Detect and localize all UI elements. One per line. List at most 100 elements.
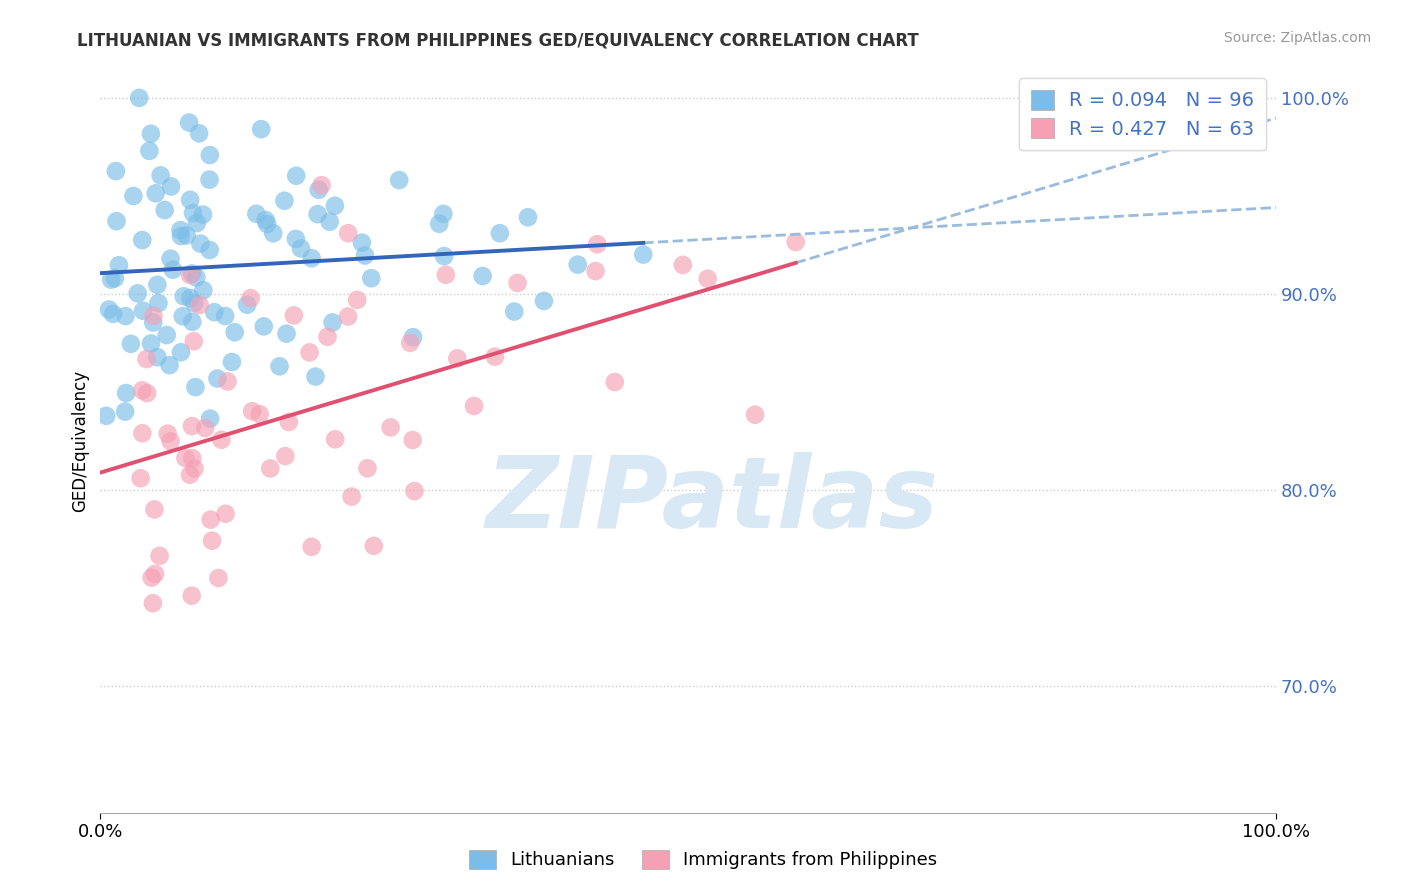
Point	[433, 249, 456, 263]
Point	[198, 243, 221, 257]
Point	[162, 262, 184, 277]
Point	[114, 404, 136, 418]
Point	[179, 193, 201, 207]
Point	[179, 115, 201, 129]
Point	[104, 164, 127, 178]
Point	[131, 384, 153, 398]
Point	[517, 211, 540, 225]
Point	[127, 286, 149, 301]
Point	[744, 408, 766, 422]
Point	[146, 350, 169, 364]
Point	[259, 461, 281, 475]
Point	[170, 229, 193, 244]
Point	[138, 144, 160, 158]
Point	[256, 217, 278, 231]
Point	[142, 309, 165, 323]
Point	[143, 502, 166, 516]
Point	[129, 471, 152, 485]
Point	[363, 539, 385, 553]
Point	[585, 264, 607, 278]
Point	[128, 91, 150, 105]
Point	[190, 236, 212, 251]
Point	[114, 309, 136, 323]
Point	[131, 426, 153, 441]
Text: Source: ZipAtlas.com: Source: ZipAtlas.com	[1223, 31, 1371, 45]
Point	[209, 433, 232, 447]
Point	[785, 235, 807, 249]
Point	[173, 289, 195, 303]
Point	[198, 411, 221, 425]
Text: LITHUANIAN VS IMMIGRANTS FROM PHILIPPINES GED/EQUIVALENCY CORRELATION CHART: LITHUANIAN VS IMMIGRANTS FROM PHILIPPINE…	[77, 31, 920, 49]
Legend: R = 0.094   N = 96, R = 0.427   N = 63: R = 0.094 N = 96, R = 0.427 N = 63	[1019, 78, 1267, 151]
Point	[404, 484, 426, 499]
Point	[139, 127, 162, 141]
Point	[181, 419, 204, 434]
Point	[402, 330, 425, 344]
Point	[174, 450, 197, 465]
Point	[506, 276, 529, 290]
Point	[104, 271, 127, 285]
Point	[207, 571, 229, 585]
Point	[432, 207, 454, 221]
Point	[184, 380, 207, 394]
Point	[672, 258, 695, 272]
Point	[484, 350, 506, 364]
Point	[254, 213, 277, 227]
Point	[307, 207, 329, 221]
Point	[250, 122, 273, 136]
Point	[96, 409, 118, 423]
Point	[198, 148, 221, 162]
Point	[156, 426, 179, 441]
Point	[285, 169, 308, 183]
Point	[249, 407, 271, 421]
Point	[290, 242, 312, 256]
Point	[202, 305, 225, 319]
Point	[217, 375, 239, 389]
Point	[136, 386, 159, 401]
Point	[179, 291, 201, 305]
Point	[191, 208, 214, 222]
Point	[207, 371, 229, 385]
Point	[245, 207, 267, 221]
Point	[350, 235, 373, 250]
Point	[304, 369, 326, 384]
Legend: Lithuanians, Immigrants from Philippines: Lithuanians, Immigrants from Philippines	[460, 841, 946, 879]
Point	[148, 549, 170, 563]
Point	[200, 513, 222, 527]
Point	[101, 307, 124, 321]
Point	[179, 467, 201, 482]
Point	[586, 237, 609, 252]
Point	[186, 270, 208, 285]
Point	[221, 355, 243, 369]
Text: ZIPatlas: ZIPatlas	[485, 451, 938, 549]
Point	[108, 258, 131, 272]
Point	[176, 228, 198, 243]
Point	[132, 303, 155, 318]
Point	[316, 330, 339, 344]
Point	[159, 252, 181, 266]
Point	[322, 315, 344, 329]
Point	[308, 183, 330, 197]
Point	[388, 173, 411, 187]
Point	[471, 268, 494, 283]
Point	[181, 267, 204, 281]
Point	[354, 248, 377, 262]
Point	[380, 420, 402, 434]
Point	[337, 310, 360, 324]
Point	[253, 319, 276, 334]
Point	[274, 449, 297, 463]
Point	[153, 202, 176, 217]
Point	[201, 533, 224, 548]
Point	[159, 434, 181, 449]
Point	[273, 194, 295, 208]
Point	[131, 233, 153, 247]
Point	[169, 223, 191, 237]
Point	[240, 404, 263, 418]
Point	[148, 296, 170, 310]
Point	[434, 268, 457, 282]
Point	[170, 345, 193, 359]
Point	[346, 293, 368, 307]
Point	[603, 375, 626, 389]
Point	[159, 358, 181, 372]
Point	[194, 421, 217, 435]
